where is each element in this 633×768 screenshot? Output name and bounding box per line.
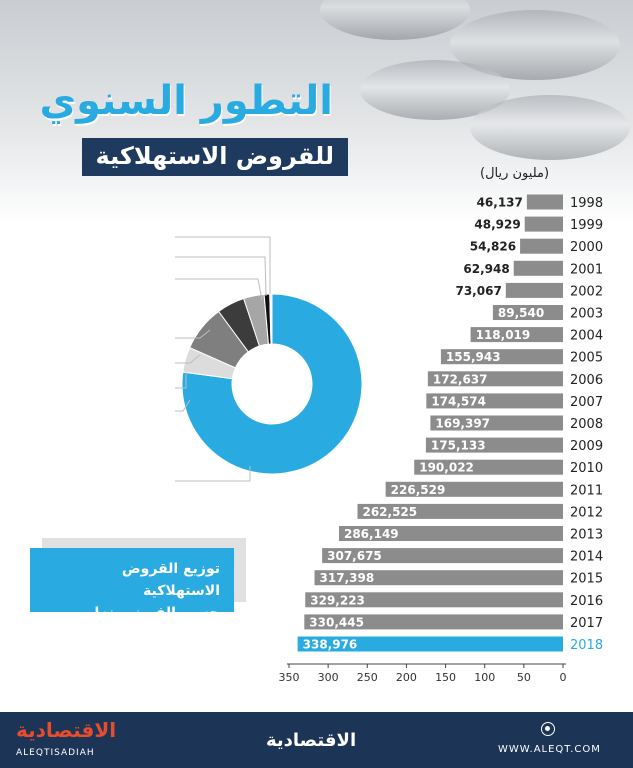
bar-2009 [425, 437, 563, 453]
year-label-2004: 2004 [570, 329, 603, 344]
bar-value-label-2011: 226,529 [391, 483, 446, 497]
bar-1998 [526, 194, 563, 210]
x-tick-label-0: 0 [560, 671, 567, 684]
bar-2012 [357, 503, 563, 519]
leader-line-1 [175, 399, 191, 412]
pie-title-line-2: حسب الفرض منها [94, 605, 220, 621]
bar-2016 [305, 592, 563, 608]
bar-2002 [505, 282, 563, 298]
bar-value-label-2016: 329,223 [310, 593, 365, 607]
year-label-2013: 2013 [570, 528, 603, 543]
year-label-2010: 2010 [570, 461, 603, 476]
bar-value-label-2014: 307,675 [327, 549, 382, 563]
year-label-2003: 2003 [570, 307, 603, 322]
year-label-2015: 2015 [570, 572, 603, 587]
year-label-2011: 2011 [570, 483, 603, 498]
year-label-2009: 2009 [570, 439, 603, 454]
x-tick-label-250: 250 [357, 671, 378, 684]
bar-value-label-2009: 175,133 [431, 439, 486, 453]
leader-line-6 [175, 256, 267, 297]
bar-value-label-2012: 262,525 [362, 505, 417, 519]
footer-handle: ALEQTISADIAH [16, 748, 95, 758]
bar-2007 [426, 393, 563, 409]
bar-2004 [470, 327, 563, 343]
footer-url[interactable]: WWW.ALEQT.COM [498, 744, 601, 755]
year-label-2005: 2005 [570, 351, 603, 366]
unit-label: (مليون ريال) [480, 166, 550, 181]
footer-logo: الاقتصادية [16, 718, 117, 742]
year-label-2014: 2014 [570, 550, 603, 565]
bar-value-label-2003: 89,540 [498, 306, 544, 320]
leader-line-7 [175, 236, 271, 294]
bar-value-label-2007: 174,574 [431, 394, 486, 408]
year-label-2018: 2018 [570, 638, 603, 653]
bar-1999 [524, 216, 563, 232]
background-coins-photo [0, 0, 633, 225]
leader-line-4 [175, 329, 211, 339]
bar-value-label-1998: 46,137 [477, 196, 523, 210]
footer-bar [0, 712, 633, 768]
pie-slice-0 [181, 293, 363, 475]
x-tick-label-200: 200 [396, 671, 417, 684]
bar-2017 [304, 614, 563, 630]
bar-2018 [297, 636, 563, 652]
year-label-2017: 2017 [570, 616, 603, 631]
globe-icon [541, 722, 555, 736]
bar-value-label-2005: 155,943 [446, 350, 501, 364]
bar-value-label-2004: 118,019 [476, 328, 531, 342]
bar-value-label-2017: 330,445 [309, 615, 364, 629]
bar-2014 [322, 548, 563, 564]
page-subtitle: للقروض الاستهلاكية [81, 138, 348, 176]
x-tick-label-300: 300 [318, 671, 339, 684]
x-tick-label-50: 50 [517, 671, 531, 684]
bar-value-label-2002: 73,067 [455, 284, 501, 298]
year-label-2012: 2012 [570, 505, 603, 520]
bar-value-label-2013: 286,149 [344, 527, 399, 541]
pie-chart-title-box: توزيع القروض الاستهلاكية حسب الفرض منها [30, 548, 234, 621]
leader-line-3 [175, 354, 201, 364]
bar-value-label-2018: 338,976 [303, 638, 358, 652]
x-tick-label-350: 350 [279, 671, 300, 684]
leader-line-5 [175, 278, 263, 301]
year-label-2006: 2006 [570, 373, 603, 388]
bar-value-label-2001: 62,948 [463, 262, 509, 276]
bar-value-label-2006: 172,637 [433, 372, 488, 386]
year-label-1999: 1999 [570, 218, 603, 233]
bar-value-label-2000: 54,826 [470, 240, 516, 254]
year-label-2008: 2008 [570, 417, 603, 432]
bar-2011 [385, 481, 563, 497]
bar-2010 [414, 459, 563, 475]
bar-2006 [427, 371, 563, 387]
x-tick-label-100: 100 [474, 671, 495, 684]
year-label-2001: 2001 [570, 262, 603, 277]
bar-value-label-1999: 48,929 [474, 218, 520, 232]
bar-2013 [338, 526, 563, 541]
year-label-2000: 2000 [570, 240, 603, 255]
pie-slice-7 [270, 293, 273, 345]
bar-2015 [314, 570, 563, 586]
bar-value-label-2015: 317,398 [320, 571, 375, 585]
year-label-1998: 1998 [570, 196, 603, 211]
year-label-2016: 2016 [570, 594, 603, 609]
x-tick-label-150: 150 [435, 671, 456, 684]
page-title: التطور السنوي [39, 78, 333, 124]
leader-line-2 [175, 372, 187, 389]
leader-line-0 [175, 466, 251, 482]
pie-title-line-1: توزيع القروض الاستهلاكية [121, 561, 220, 599]
year-label-2007: 2007 [570, 395, 603, 410]
footer-center-logo: الاقتصادية [266, 730, 357, 751]
bar-2000 [520, 238, 563, 254]
year-label-2002: 2002 [570, 284, 603, 299]
bar-value-label-2010: 190,022 [419, 461, 474, 475]
bar-value-label-2008: 169,397 [435, 417, 490, 431]
bar-2008 [430, 415, 563, 431]
bar-2001 [513, 260, 563, 276]
bar-2005 [440, 349, 563, 365]
bar-2003 [492, 305, 563, 320]
